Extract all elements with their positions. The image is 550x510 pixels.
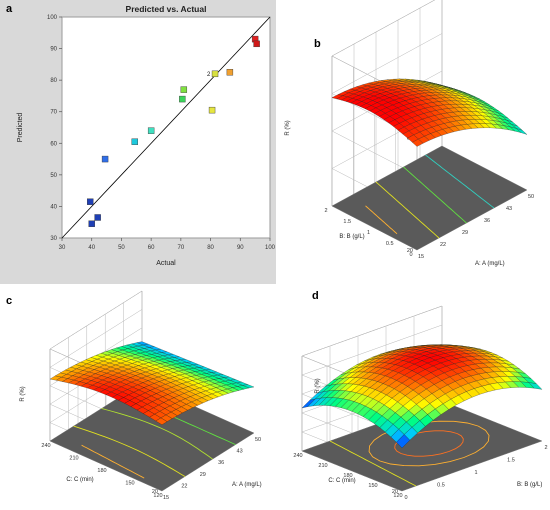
y-tick-label: 240 (41, 443, 50, 449)
x-tick-label: 50 (255, 437, 261, 443)
data-point (148, 128, 154, 134)
data-point (227, 69, 233, 75)
y-tick-label: 150 (125, 481, 134, 487)
y-tick-label: 90 (50, 47, 57, 53)
panel-b: b 2040608010015222936435000.511.52A: A (… (277, 0, 550, 284)
y-tick-label: 180 (97, 468, 106, 474)
x-axis-label: Actual (156, 260, 176, 267)
y-axis-label: C: C (min) (66, 477, 93, 483)
y-axis-label: Predicted (17, 113, 24, 143)
x-tick-label: 2 (544, 445, 547, 451)
y-tick-label: 80 (50, 78, 57, 84)
x-tick-label: 100 (265, 245, 276, 251)
y-tick-label: 30 (50, 236, 57, 242)
plot-box: 2040608010012015222936435012015018021024… (41, 291, 261, 501)
y-tick-label: 210 (69, 456, 78, 462)
surface-plot-c: 2040608010012015222936435012015018021024… (0, 286, 276, 505)
y-tick-label: 70 (50, 110, 57, 116)
panel-label-d: d (312, 290, 319, 302)
z-axis-label: R (%) (20, 386, 26, 401)
y-tick-label: 1.5 (343, 219, 351, 225)
data-point (102, 156, 108, 162)
panel-label-c: c (6, 295, 12, 307)
x-tick-label: 0.5 (437, 483, 445, 489)
y-tick-label: 120 (153, 493, 162, 499)
y-axis-label: B: B (g/L) (339, 234, 364, 240)
data-point (181, 87, 187, 93)
x-tick-label: 80 (207, 245, 214, 251)
x-tick-label: 50 (118, 245, 125, 251)
x-tick-label: 29 (462, 230, 468, 236)
x-axis-label: A: A (mg/L) (475, 261, 505, 267)
panel-c: c 20406080100120152229364350120150180210… (0, 286, 276, 505)
x-tick-label: 36 (218, 460, 224, 466)
x-tick-label: 0 (404, 495, 407, 501)
x-axis-label: B: B (g/L) (517, 482, 542, 488)
x-tick-label: 50 (528, 194, 534, 200)
z-axis-label: R (%) (285, 120, 291, 135)
x-tick-label: 15 (418, 254, 424, 260)
panel-d: d 2040608010012000.511.52120150180210240… (277, 286, 550, 505)
y-axis-label: C: C (min) (328, 478, 355, 484)
x-tick-label: 15 (163, 495, 169, 501)
surface-plot-d: 2040608010012000.511.52120150180210240B:… (277, 286, 550, 505)
data-point (209, 107, 215, 113)
x-tick-label: 43 (506, 206, 512, 212)
data-point (179, 96, 185, 102)
data-point (212, 71, 218, 77)
x-tick-label: 29 (200, 472, 206, 478)
y-tick-label: 210 (318, 463, 327, 469)
data-point (254, 41, 260, 47)
y-tick-label: 2 (324, 208, 327, 214)
y-tick-label: 0.5 (386, 241, 394, 247)
y-tick-label: 1 (367, 230, 370, 236)
y-tick-label: 0 (409, 252, 412, 258)
x-tick-label: 30 (59, 245, 66, 251)
y-tick-label: 60 (50, 141, 57, 147)
x-tick-label: 40 (88, 245, 95, 251)
panel-label-a: a (6, 3, 12, 15)
y-tick-label: 100 (47, 15, 58, 21)
x-axis-label: A: A (mg/L) (232, 482, 262, 488)
data-point (89, 221, 95, 227)
x-tick-label: 43 (237, 449, 243, 455)
plot-box: 2040608010015222936435000.511.52 (324, 0, 534, 260)
x-tick-label: 90 (237, 245, 244, 251)
x-tick-label: 60 (148, 245, 155, 251)
y-tick-label: 240 (293, 453, 302, 459)
x-tick-label: 22 (181, 483, 187, 489)
x-tick-label: 70 (178, 245, 185, 251)
y-tick-label: 150 (368, 483, 377, 489)
x-tick-label: 1.5 (507, 458, 515, 464)
x-tick-label: 36 (484, 218, 490, 224)
y-tick-label: 40 (50, 204, 57, 210)
data-point (95, 214, 101, 220)
x-tick-label: 1 (474, 470, 477, 476)
y-tick-label: 50 (50, 173, 57, 179)
data-point (132, 139, 138, 145)
x-tick-label: 22 (440, 242, 446, 248)
panel-label-b: b (314, 38, 321, 50)
y-tick-label: 120 (393, 493, 402, 499)
chart-title: Predicted vs. Actual (126, 4, 207, 14)
data-point (87, 199, 93, 205)
z-axis-label: R (%) (315, 378, 321, 393)
